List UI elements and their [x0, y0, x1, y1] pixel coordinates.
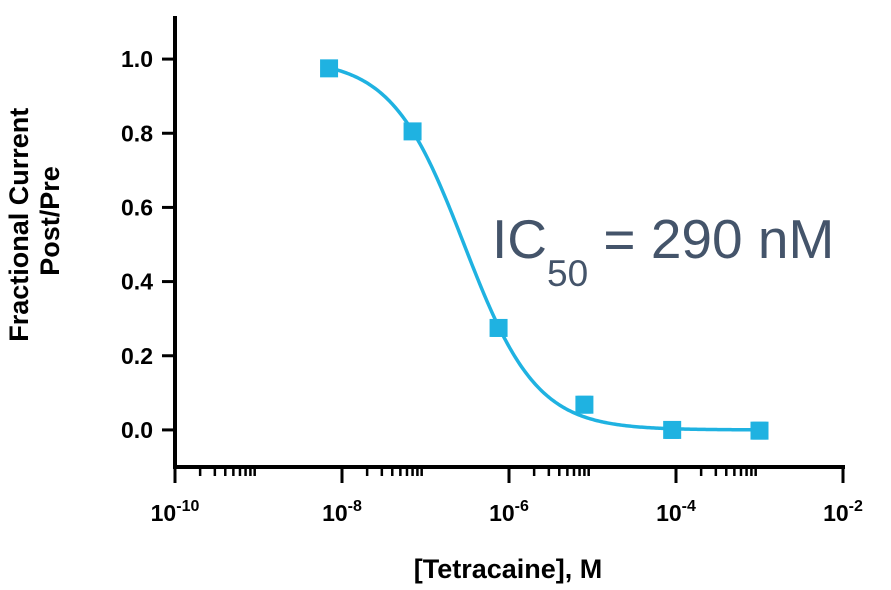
x-tick-label-base: 10	[823, 500, 849, 526]
fit-curve-layer	[328, 66, 760, 432]
y-tick-label-0: 0.0	[121, 417, 153, 443]
x-tick-label-1: 10-8	[322, 498, 362, 526]
y-tick-label-3: 0.6	[121, 194, 153, 220]
data-point-4	[663, 420, 682, 439]
x-tick-label-exponent: -2	[849, 498, 863, 515]
x-tick-label-base: 10	[322, 500, 348, 526]
x-tick-label-base: 10	[151, 500, 177, 526]
ic50-annotation: IC50 = 290 nM	[492, 208, 834, 294]
data-point-0	[320, 59, 339, 78]
data-point-5	[750, 421, 769, 440]
y-tick-label-4: 0.8	[121, 120, 153, 146]
fit-curve	[328, 66, 760, 432]
x-tick-label-base: 10	[656, 500, 682, 526]
y-tick-label-5: 1.0	[121, 46, 153, 72]
ic50-prefix: IC	[492, 208, 547, 270]
x-tick-label-4: 10-2	[823, 498, 863, 526]
axes: 0.00.20.40.60.81.010-10 10-8 10-6 10-4 10-2	[121, 16, 863, 526]
x-axis-title: [Tetracaine], M	[414, 554, 603, 584]
y-tick-label-2: 0.4	[121, 269, 153, 295]
x-tick-label-exponent: -8	[348, 498, 362, 515]
data-point-2	[489, 318, 508, 337]
x-tick-label-3: 10-4	[656, 498, 696, 526]
x-tick-label-exponent: -4	[682, 498, 696, 515]
x-tick-label-exponent: -10	[176, 498, 199, 515]
data-points-layer	[320, 59, 769, 440]
y-axis-title: Fractional Current Post/Pre	[4, 100, 65, 342]
ic50-subscript: 50	[547, 253, 588, 294]
y-axis-title-line-2: Post/Pre	[35, 166, 65, 276]
y-tick-label-1: 0.2	[121, 343, 153, 369]
data-point-3	[575, 395, 594, 414]
data-point-1	[403, 122, 422, 141]
ic50-value: = 290 nM	[588, 208, 834, 270]
y-axis-title-line-1: Fractional Current	[4, 108, 34, 342]
x-tick-label-0: 10-10	[151, 498, 200, 526]
x-tick-label-exponent: -6	[515, 498, 529, 515]
x-tick-label-base: 10	[489, 500, 515, 526]
x-tick-label-2: 10-6	[489, 498, 529, 526]
